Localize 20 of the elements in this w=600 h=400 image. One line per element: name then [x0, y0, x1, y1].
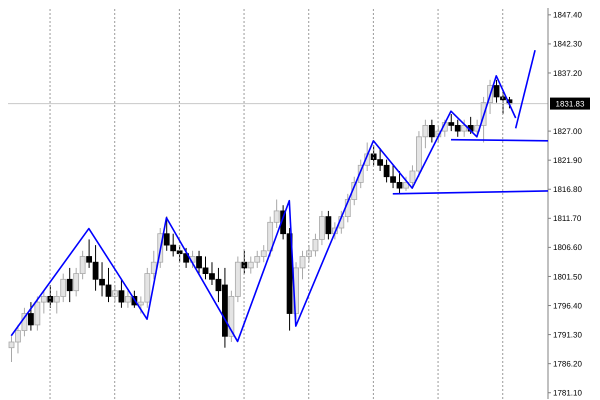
candlestick — [325, 210, 332, 240]
y-tick-label: 1827.00 — [553, 126, 582, 136]
y-tick-label: 1786.20 — [553, 360, 582, 368]
y-tick-label: 1796.40 — [553, 301, 582, 310]
y-tick-label: 1816.80 — [553, 185, 582, 194]
candlestick — [428, 119, 435, 144]
y-tick-label: 1781.10 — [553, 388, 582, 398]
candlestick — [125, 290, 131, 308]
y-tick-label: 1791.30 — [553, 330, 582, 340]
candlestick — [118, 278, 124, 308]
candlestick — [66, 267, 73, 303]
candlestick — [28, 302, 34, 332]
y-tick-label: 1847.40 — [553, 10, 582, 20]
y-tick-label: 1806.60 — [553, 243, 582, 252]
ref-line-label: 1831.83 — [556, 100, 586, 109]
y-tick-label: 1837.20 — [553, 68, 582, 78]
y-tick-label: 1801.50 — [553, 272, 582, 282]
y-tick-label: 1811.70 — [553, 214, 582, 224]
y-tick-label: 1842.30 — [553, 40, 582, 49]
y-tick-label: 1821.90 — [553, 156, 582, 166]
